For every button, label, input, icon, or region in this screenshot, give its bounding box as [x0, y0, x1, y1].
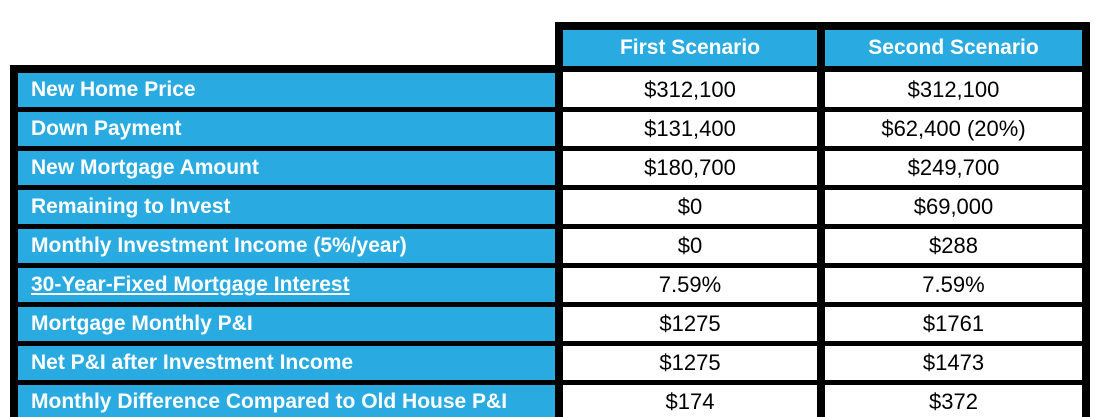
second-scenario-value: $372	[817, 380, 1090, 417]
row-label-text: Remaining to Invest	[31, 195, 231, 218]
first-scenario-value: 7.59%	[555, 263, 824, 307]
scenario-comparison-table: First Scenario Second Scenario New Home …	[10, 22, 1090, 417]
second-scenario-value: 7.59%	[817, 263, 1090, 307]
corner-spacer	[14, 26, 559, 69]
row-label-text: Monthly Difference Compared to Old House…	[31, 390, 508, 413]
first-scenario-value: $174	[555, 380, 824, 417]
header-row: First Scenario Second Scenario	[14, 22, 1090, 72]
row-label-text: Mortgage Monthly P&I	[31, 312, 253, 335]
row-label: Mortgage Monthly P&I	[10, 302, 562, 346]
second-scenario-value: $62,400 (20%)	[817, 107, 1090, 151]
row-label-text: Down Payment	[31, 117, 182, 140]
row-label-text: Net P&I after Investment Income	[31, 351, 354, 374]
table-row-mortgage-interest: 30-Year-Fixed Mortgage Interest 7.59% 7.…	[10, 263, 1090, 307]
row-label-text: New Home Price	[31, 78, 196, 101]
first-scenario-value: $0	[555, 224, 824, 268]
table-row-new-home-price: New Home Price $312,100 $312,100	[10, 65, 1090, 112]
row-label-text: 30-Year-Fixed Mortgage Interest	[31, 273, 350, 296]
second-scenario-value: $288	[817, 224, 1090, 268]
table-row-net-pi-after-investment: Net P&I after Investment Income $1275 $1…	[10, 341, 1090, 385]
row-label: New Mortgage Amount	[10, 146, 562, 190]
second-scenario-value: $312,100	[817, 66, 1090, 112]
table-row-monthly-difference: Monthly Difference Compared to Old House…	[10, 380, 1090, 417]
row-label-text: New Mortgage Amount	[31, 156, 259, 179]
table-row-mortgage-monthly-pi: Mortgage Monthly P&I $1275 $1761	[10, 302, 1090, 346]
column-header-first-scenario: First Scenario	[555, 22, 825, 72]
table-row-new-mortgage-amount: New Mortgage Amount $180,700 $249,700	[10, 146, 1090, 190]
table-row-remaining-to-invest: Remaining to Invest $0 $69,000	[10, 185, 1090, 229]
first-scenario-value: $1275	[555, 302, 824, 346]
row-label-text: Monthly Investment Income (5%/year)	[31, 234, 407, 257]
first-scenario-value: $180,700	[555, 146, 824, 190]
row-label: Down Payment	[10, 107, 562, 151]
table-row-monthly-investment-income: Monthly Investment Income (5%/year) $0 $…	[10, 224, 1090, 268]
row-label: 30-Year-Fixed Mortgage Interest	[10, 263, 562, 307]
row-label: Monthly Investment Income (5%/year)	[10, 224, 562, 268]
second-scenario-value: $69,000	[817, 185, 1090, 229]
second-scenario-value: $1473	[817, 341, 1090, 385]
first-scenario-value: $0	[555, 185, 824, 229]
second-scenario-value: $1761	[817, 302, 1090, 346]
first-scenario-value: $312,100	[555, 66, 824, 112]
first-scenario-value: $131,400	[555, 107, 824, 151]
row-label: Remaining to Invest	[10, 185, 562, 229]
row-label: Monthly Difference Compared to Old House…	[10, 380, 562, 417]
first-scenario-value: $1275	[555, 341, 824, 385]
column-header-second-scenario: Second Scenario	[817, 22, 1090, 72]
row-label: Net P&I after Investment Income	[10, 341, 562, 385]
table-row-down-payment: Down Payment $131,400 $62,400 (20%)	[10, 107, 1090, 151]
row-label: New Home Price	[10, 65, 562, 112]
second-scenario-value: $249,700	[817, 146, 1090, 190]
